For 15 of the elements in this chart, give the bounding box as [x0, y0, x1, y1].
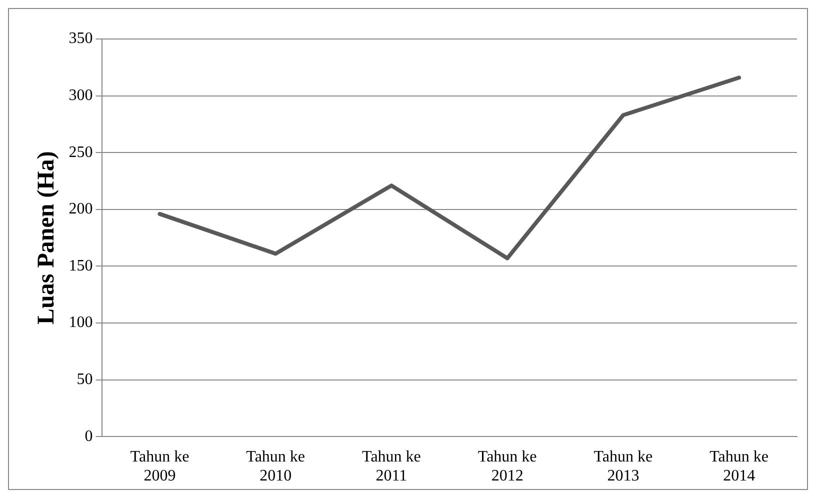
y-tick-label: 50: [76, 371, 93, 388]
y-tick-label: 0: [84, 428, 93, 445]
y-axis-title: Luas Panen (Ha): [34, 151, 60, 324]
x-tick-label: Tahun ke 2010: [246, 448, 306, 485]
x-tick-label: Tahun ke 2013: [594, 448, 653, 485]
y-tick-label: 150: [68, 257, 93, 274]
x-tick-label: Tahun ke 2014: [710, 448, 768, 485]
y-tick-label: 350: [68, 30, 93, 48]
x-tick-label: Tahun ke 2012: [478, 448, 537, 485]
y-tick-label: 100: [68, 314, 93, 332]
y-tick-label: 300: [68, 87, 93, 104]
x-tick-label: Tahun ke 2009: [130, 448, 190, 485]
y-tick-label: 200: [68, 200, 93, 218]
y-tick-label: 250: [68, 144, 93, 161]
x-tick-label: Tahun ke 2011: [362, 448, 421, 485]
